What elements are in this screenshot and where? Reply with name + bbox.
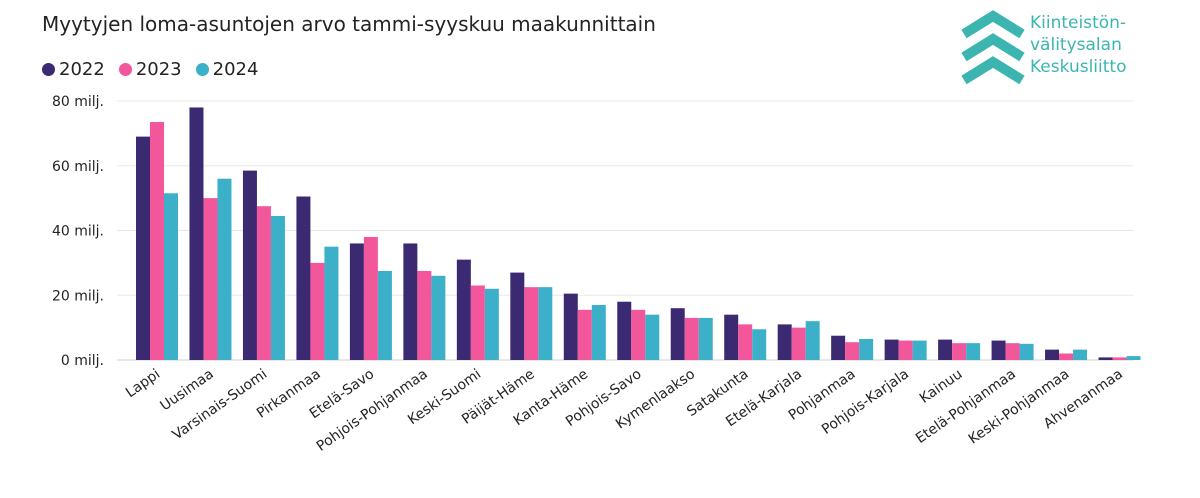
logo-line: Kiinteistön- <box>1030 13 1127 33</box>
bar[interactable] <box>991 340 1006 360</box>
bar[interactable] <box>1126 356 1141 360</box>
bar[interactable] <box>724 314 739 360</box>
x-tick-label: Keski-Pohjanmaa <box>966 366 1073 447</box>
bar[interactable] <box>324 246 339 360</box>
bar[interactable] <box>363 236 378 360</box>
legend-swatch <box>42 62 55 76</box>
bar[interactable] <box>510 272 525 360</box>
bar[interactable] <box>1073 349 1088 360</box>
bar[interactable] <box>242 170 257 360</box>
bar[interactable] <box>296 196 311 360</box>
chart-title: Myytyjen loma-asuntojen arvo tammi-syysk… <box>42 12 656 36</box>
legend-label: 2022 <box>59 58 105 80</box>
bar[interactable] <box>563 293 578 360</box>
bar[interactable] <box>164 193 178 360</box>
bar[interactable] <box>349 243 364 360</box>
legend-item[interactable]: 2024 <box>195 58 259 80</box>
bar[interactable] <box>150 122 164 360</box>
kvkl-logo: Kiinteistön- välitysalan Keskusliitto <box>958 10 1143 92</box>
bar[interactable] <box>136 136 150 360</box>
bar[interactable] <box>189 107 204 360</box>
x-tick-label: Kainuu <box>917 366 966 407</box>
bar[interactable] <box>203 198 218 360</box>
bar[interactable] <box>431 275 446 360</box>
bar[interactable] <box>752 329 767 360</box>
bar[interactable] <box>966 343 981 360</box>
bar[interactable] <box>912 340 927 360</box>
bar[interactable] <box>645 314 660 360</box>
x-tick-label: Varsinais-Suomi <box>170 366 271 443</box>
logo-text: Kiinteistön- välitysalan Keskusliitto <box>1030 12 1126 78</box>
bar[interactable] <box>831 335 846 360</box>
y-tick-label: 40 milj. <box>52 224 104 240</box>
bar[interactable] <box>217 178 232 360</box>
y-tick-label: 60 milj. <box>52 159 104 175</box>
bar[interactable] <box>859 338 874 360</box>
bar[interactable] <box>484 288 499 360</box>
bar[interactable] <box>310 262 325 360</box>
bar[interactable] <box>1098 357 1113 360</box>
bar[interactable] <box>670 308 685 360</box>
bar[interactable] <box>538 287 553 360</box>
bar[interactable] <box>524 287 539 360</box>
bar[interactable] <box>884 339 899 360</box>
bar[interactable] <box>898 340 913 360</box>
y-tick-label: 80 milj. <box>52 94 104 110</box>
bar[interactable] <box>777 324 792 360</box>
y-tick-label: 0 milj. <box>61 353 104 369</box>
legend-label: 2023 <box>135 58 182 80</box>
logo-line: välitysalan <box>1030 35 1122 55</box>
bar[interactable] <box>631 309 646 360</box>
bar[interactable] <box>256 206 271 360</box>
bar[interactable] <box>938 339 953 360</box>
y-tick-label: 20 milj. <box>52 288 104 304</box>
chart-legend: 2022 2023 2024 <box>42 57 258 81</box>
bar[interactable] <box>791 327 806 360</box>
legend-label: 2024 <box>212 58 259 80</box>
bar[interactable] <box>698 317 713 360</box>
legend-swatch <box>195 62 209 76</box>
bar[interactable] <box>403 243 418 360</box>
bar[interactable] <box>270 215 285 360</box>
bar[interactable] <box>1019 343 1034 360</box>
legend-swatch <box>118 62 132 76</box>
bar[interactable] <box>845 342 860 360</box>
bar[interactable] <box>952 343 967 360</box>
legend-item[interactable]: 2022 <box>42 59 105 80</box>
bar[interactable] <box>1045 349 1060 360</box>
bar[interactable] <box>456 259 471 360</box>
bar[interactable] <box>591 304 606 360</box>
logo-line: Keskusliitto <box>1030 57 1127 77</box>
bar[interactable] <box>617 301 632 360</box>
bar[interactable] <box>1059 353 1074 360</box>
bar[interactable] <box>805 321 820 360</box>
bar[interactable] <box>577 309 592 360</box>
bar[interactable] <box>470 285 485 360</box>
bar[interactable] <box>417 270 432 360</box>
x-tick-label: Lappi <box>123 366 163 401</box>
bar[interactable] <box>377 270 392 360</box>
bar[interactable] <box>738 324 753 360</box>
bar[interactable] <box>1005 343 1020 360</box>
chevron-stack-icon <box>961 10 1025 85</box>
bar[interactable] <box>684 317 699 360</box>
bar[interactable] <box>1112 357 1127 360</box>
legend-item[interactable]: 2023 <box>118 58 182 80</box>
